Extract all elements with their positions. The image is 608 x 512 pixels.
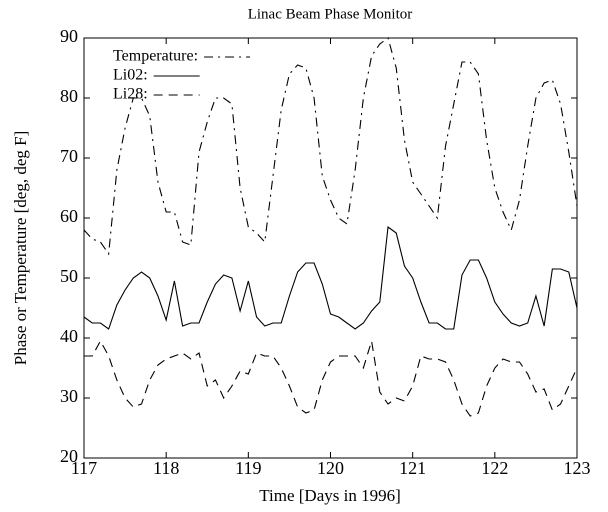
x-tick-label: 121 (399, 458, 426, 478)
data-line (84, 339, 578, 417)
x-tick-label: 120 (317, 458, 344, 478)
data-line (83, 225, 578, 330)
data-line (83, 37, 578, 256)
y-axis-label: Phase or Temperature [deg, deg F] (11, 131, 30, 366)
plot-frame (83, 37, 578, 459)
legend-label: Li02: (113, 67, 148, 84)
y-tick-label: 70 (60, 146, 78, 166)
y-tick-label: 60 (60, 206, 78, 226)
y-tick-label: 40 (60, 326, 78, 346)
x-axis-label: Time [Days in 1996] (259, 486, 401, 505)
y-tick-label: 30 (60, 386, 78, 406)
y-tick-label: 50 (60, 266, 78, 286)
legend-label: Temperature: (113, 48, 198, 65)
y-tick-label: 90 (60, 26, 78, 46)
y-tick-label: 20 (60, 446, 78, 466)
x-tick-label: 118 (153, 458, 179, 478)
y-tick-label: 80 (60, 86, 78, 106)
legend-label: Li28: (113, 86, 148, 103)
x-tick-label: 119 (235, 458, 261, 478)
chart-title: Linac Beam Phase Monitor (248, 6, 413, 22)
x-tick-label: 122 (481, 458, 508, 478)
x-tick-label: 123 (564, 458, 591, 478)
x-tick-label: 117 (71, 458, 97, 478)
